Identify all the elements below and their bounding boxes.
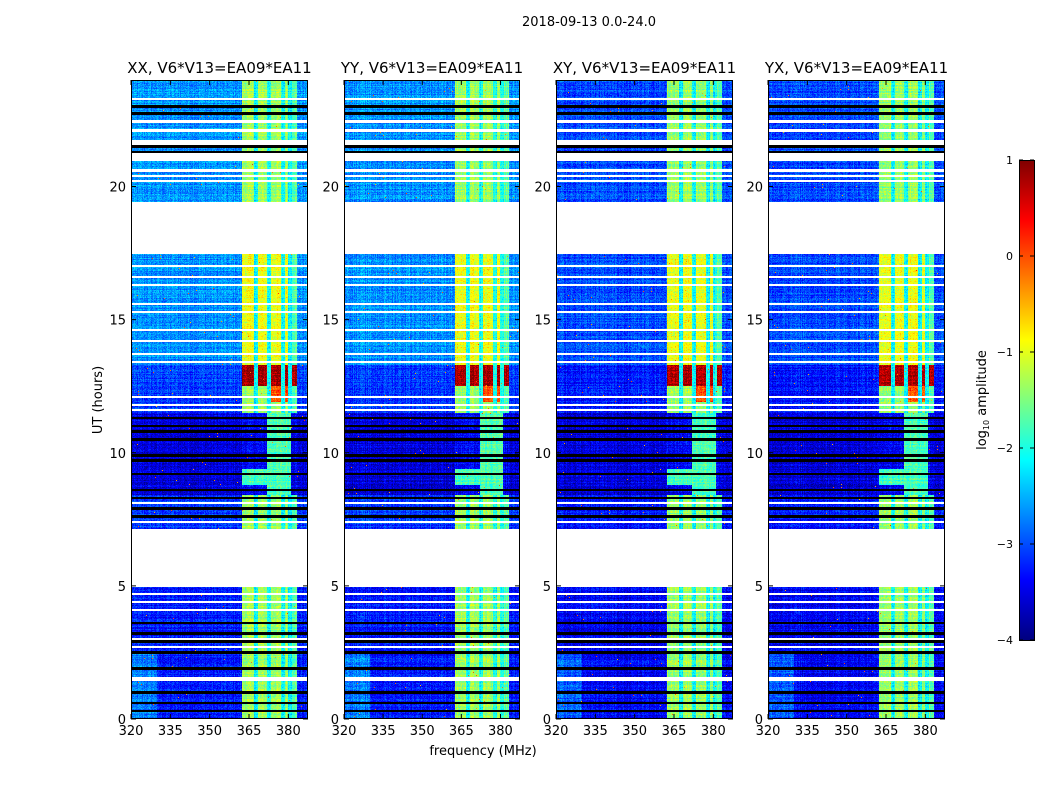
y-tick-label: 5 — [331, 580, 339, 595]
colorbar — [1019, 160, 1034, 640]
x-tick-label: 365 — [449, 724, 474, 739]
colorbar-tick-label: 1 — [1006, 154, 1013, 167]
y-tick-label: 0 — [543, 713, 551, 728]
y-tick-label: 15 — [109, 314, 126, 329]
x-tick-label: 365 — [662, 724, 687, 739]
y-tick-label: 10 — [109, 447, 126, 462]
y-tick-label: 20 — [109, 181, 126, 196]
y-tick-label: 10 — [322, 447, 339, 462]
y-tick-label: 5 — [543, 580, 551, 595]
axes-frame — [344, 80, 520, 719]
y-tick-label: 10 — [746, 447, 763, 462]
waterfall-panel-yx — [768, 80, 945, 719]
axes-frame — [768, 80, 945, 719]
x-tick-label: 320 — [119, 724, 144, 739]
y-tick-label: 10 — [534, 447, 551, 462]
y-axis-label: UT (hours) — [91, 366, 106, 434]
x-tick-label: 335 — [158, 724, 183, 739]
x-tick-label: 350 — [410, 724, 435, 739]
panel-title: XX, V6*V13=EA09*EA11 — [127, 59, 311, 77]
colorbar-tick-label: 0 — [1006, 250, 1013, 263]
axes-frame — [131, 80, 308, 719]
colorbar-tick-label: −3 — [997, 538, 1013, 551]
y-tick-label: 0 — [755, 713, 763, 728]
y-tick-label: 15 — [534, 314, 551, 329]
axes-frame — [556, 80, 733, 719]
x-tick-label: 380 — [913, 724, 938, 739]
x-tick-label: 350 — [622, 724, 647, 739]
x-tick-label: 365 — [874, 724, 899, 739]
waterfall-panel-xx — [131, 80, 308, 719]
waterfall-panel-yy — [344, 80, 520, 719]
waterfall-panel-xy — [556, 80, 733, 719]
x-tick-label: 320 — [544, 724, 569, 739]
panel-title: XY, V6*V13=EA09*EA11 — [553, 59, 736, 77]
colorbar-tick-label: −1 — [997, 346, 1013, 359]
panel-title: YY, V6*V13=EA09*EA11 — [340, 59, 523, 77]
x-tick-label: 365 — [237, 724, 262, 739]
x-tick-label: 350 — [834, 724, 859, 739]
x-tick-label: 380 — [488, 724, 513, 739]
y-tick-label: 0 — [331, 713, 339, 728]
colorbar-label: log10 amplitude — [975, 350, 991, 450]
x-axis-label: frequency (MHz) — [429, 744, 536, 759]
y-tick-label: 20 — [322, 181, 339, 196]
x-tick-label: 335 — [795, 724, 820, 739]
x-tick-label: 380 — [701, 724, 726, 739]
x-tick-label: 320 — [756, 724, 781, 739]
y-tick-label: 0 — [118, 713, 126, 728]
y-tick-label: 20 — [746, 181, 763, 196]
y-tick-label: 5 — [118, 580, 126, 595]
y-tick-label: 15 — [322, 314, 339, 329]
y-tick-label: 20 — [534, 181, 551, 196]
y-tick-label: 15 — [746, 314, 763, 329]
x-tick-label: 320 — [332, 724, 357, 739]
colorbar-frame — [1019, 160, 1035, 641]
x-tick-label: 350 — [197, 724, 222, 739]
colorbar-tick-label: −2 — [997, 442, 1013, 455]
x-tick-label: 380 — [276, 724, 301, 739]
panel-title: YX, V6*V13=EA09*EA11 — [764, 59, 948, 77]
x-tick-label: 335 — [583, 724, 608, 739]
y-tick-label: 5 — [755, 580, 763, 595]
figure-title: 2018-09-13 0.0-24.0 — [522, 15, 656, 30]
colorbar-tick-label: −4 — [997, 634, 1013, 647]
x-tick-label: 335 — [371, 724, 396, 739]
